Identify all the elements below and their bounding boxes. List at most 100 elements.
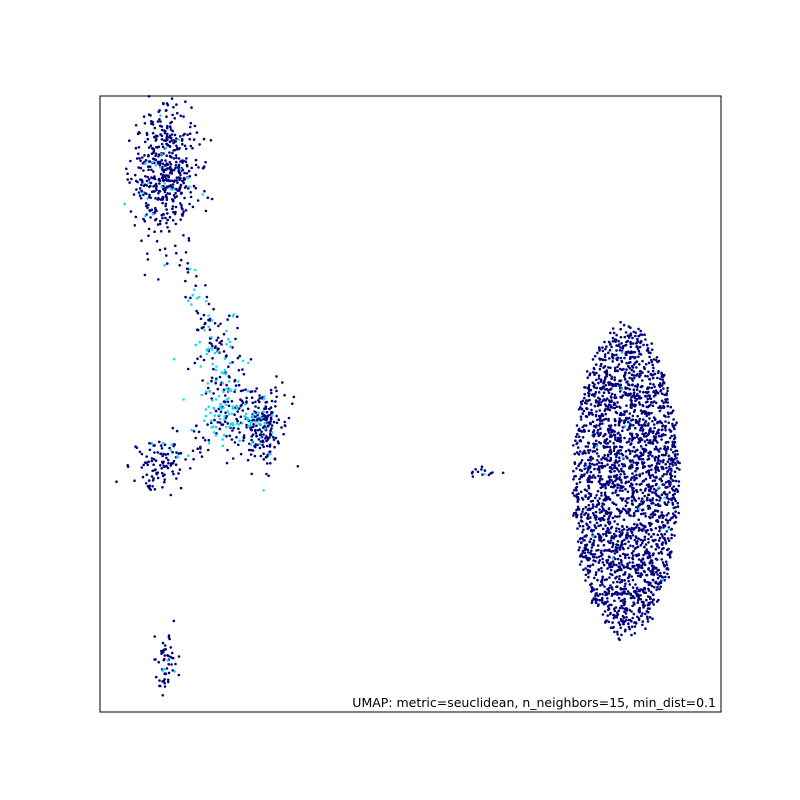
scatter-point [598,349,601,352]
scatter-point [645,598,648,602]
scatter-point [654,489,658,492]
scatter-point [173,133,177,137]
scatter-point [598,598,602,602]
scatter-point [608,408,612,412]
scatter-point [156,120,160,123]
scatter-point [662,537,665,540]
scatter-point [143,273,147,277]
scatter-point [656,360,659,364]
scatter-point [182,115,185,118]
scatter-point [673,470,677,474]
scatter-point [622,587,625,591]
scatter-point [654,468,658,472]
scatter-point [172,141,175,145]
scatter-point [642,479,646,483]
scatter-point [630,368,634,372]
scatter-point [643,367,646,371]
scatter-point [167,634,171,637]
scatter-point [163,672,166,675]
scatter-point [666,480,670,483]
scatter-point [621,413,625,416]
scatter-point [192,457,195,461]
scatter-point [630,620,633,623]
scatter-point [195,424,198,428]
scatter-point [273,445,276,449]
scatter-point [166,212,169,215]
scatter-point [651,404,655,408]
scatter-point [611,356,615,360]
scatter-point [628,371,631,375]
scatter-point [637,355,640,359]
scatter-point [625,353,628,357]
scatter-point [654,503,657,507]
scatter-point [165,198,169,202]
scatter-point [222,433,226,437]
scatter-point [606,549,609,552]
scatter-point [673,492,676,496]
scatter-point [580,560,583,563]
scatter-point [632,475,636,478]
scatter-point [225,354,228,357]
scatter-point [588,392,591,396]
scatter-point [633,564,636,568]
scatter-point [632,512,636,515]
scatter-point [195,309,198,313]
scatter-point [159,464,162,467]
scatter-point [576,446,580,449]
scatter-point [125,167,128,171]
scatter-point [607,607,611,610]
scatter-point [607,391,611,395]
scatter-point [615,548,618,551]
scatter-point [580,473,583,477]
scatter-point [586,445,590,448]
scatter-point [616,633,619,636]
scatter-point [610,399,613,402]
scatter-point [287,416,291,420]
scatter-point [209,139,213,142]
scatter-point [575,467,578,470]
scatter-point [256,415,260,419]
scatter-point [205,352,209,356]
scatter-point [147,460,150,464]
scatter-point [170,133,174,136]
scatter-point [189,144,193,148]
scatter-point [653,513,657,516]
scatter-point [636,574,640,578]
scatter-point [228,314,231,318]
scatter-point [629,467,632,470]
scatter-point [648,377,651,381]
scatter-point [620,481,623,484]
scatter-point [616,382,620,386]
scatter-point [501,471,505,475]
scatter-point [628,388,632,391]
scatter-point [237,383,241,387]
scatter-point [590,549,593,552]
scatter-point [646,595,650,598]
scatter-point [637,537,640,540]
scatter-point [612,532,616,536]
scatter-point [598,593,602,596]
scatter-point [651,440,654,444]
scatter-point [610,392,614,396]
scatter-point [161,641,165,645]
scatter-point [606,389,610,392]
scatter-point [155,138,158,141]
scatter-point [196,199,200,202]
scatter-point [666,566,669,570]
scatter-point [591,586,594,590]
scatter-point [171,113,174,117]
scatter-point [646,349,650,352]
scatter-point [637,349,641,353]
scatter-point [611,482,614,485]
scatter-point [631,336,634,340]
scatter-point [249,453,253,456]
scatter-point [230,400,234,403]
scatter-point [174,164,178,167]
scatter-point [138,157,141,160]
scatter-point [661,460,665,464]
scatter-point [615,616,619,619]
scatter-point [219,383,223,387]
scatter-point [246,389,250,393]
scatter-point [657,454,661,458]
scatter-point [163,654,167,657]
